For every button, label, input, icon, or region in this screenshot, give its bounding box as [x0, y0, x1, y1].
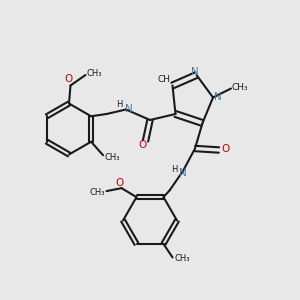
Text: N: N	[125, 104, 133, 114]
Text: N: N	[179, 168, 187, 178]
Text: CH₃: CH₃	[231, 82, 248, 91]
Text: N: N	[191, 67, 199, 77]
Text: O: O	[138, 140, 147, 150]
Text: CH₃: CH₃	[87, 69, 102, 78]
Text: H: H	[171, 165, 178, 174]
Text: N: N	[214, 92, 221, 103]
Text: O: O	[115, 178, 123, 188]
Text: CH₃: CH₃	[174, 254, 190, 263]
Text: CH₃: CH₃	[89, 188, 105, 197]
Text: CH: CH	[157, 75, 170, 84]
Text: CH₃: CH₃	[105, 153, 120, 162]
Text: O: O	[64, 74, 72, 84]
Text: O: O	[221, 144, 229, 154]
Text: H: H	[116, 100, 123, 109]
